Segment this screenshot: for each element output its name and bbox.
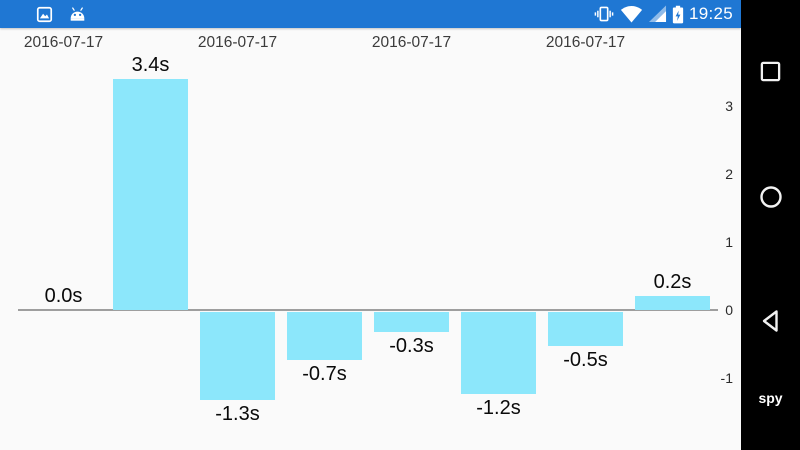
status-bar-clock: 19:25: [688, 4, 733, 23]
bar-segment[interactable]: [113, 79, 188, 310]
y-axis-tick-label: -1: [720, 370, 733, 386]
bar-segment[interactable]: [287, 312, 362, 360]
bar-value-label: 3.4s: [131, 54, 170, 76]
bar-value-label: -0.7s: [302, 363, 347, 385]
circle-icon: [759, 186, 782, 208]
bar-chart: 0.0s 3.4s -1.3s -0.7s -0.3s -1.2s -0.5s 0.2s 201…: [0, 28, 741, 450]
cell-signal-icon: [648, 5, 666, 23]
bar-value-label: 0.0s: [44, 285, 83, 307]
bar-value-label: -1.2s: [476, 397, 521, 419]
y-axis-tick-label: 2: [725, 166, 733, 182]
bar-value-label: -0.3s: [389, 335, 434, 357]
battery-charging-icon: [672, 5, 684, 23]
triangle-left-icon: [762, 310, 778, 332]
android-icon: [70, 6, 85, 21]
screenshot-icon: [36, 6, 53, 22]
square-icon: [760, 61, 781, 82]
bar-segment[interactable]: [635, 296, 710, 310]
home-button[interactable]: [741, 185, 800, 209]
x-axis-label: 2016-07-17: [545, 34, 626, 51]
vibrate-icon: [594, 6, 614, 22]
bar-value-label: 0.2s: [653, 271, 692, 293]
y-axis-tick-label: 3: [725, 98, 733, 114]
recents-button[interactable]: [741, 60, 800, 83]
x-axis-zero-line: [18, 309, 718, 311]
bar-value-label: -0.5s: [563, 349, 608, 371]
y-axis-tick-label: 1: [725, 234, 733, 250]
x-axis-label: 2016-07-17: [371, 34, 452, 51]
status-bar-system-icons: 19:25: [593, 0, 733, 28]
android-nav-bar: spy: [741, 0, 800, 450]
y-axis-tick-label: 0: [725, 302, 733, 318]
bar-value-label: -1.3s: [215, 403, 260, 425]
x-axis-label: 2016-07-17: [23, 34, 104, 51]
status-bar: 19:25: [0, 0, 741, 28]
status-bar-notification-icons: [36, 0, 87, 28]
spy-watermark: spy: [758, 390, 783, 406]
wifi-icon: [620, 5, 643, 23]
bar-segment[interactable]: [548, 312, 623, 346]
x-axis-label: 2016-07-17: [197, 34, 278, 51]
bar-segment[interactable]: [374, 312, 449, 332]
back-button[interactable]: [741, 307, 800, 335]
bar-segment[interactable]: [461, 312, 536, 394]
bar-segment[interactable]: [200, 312, 275, 400]
